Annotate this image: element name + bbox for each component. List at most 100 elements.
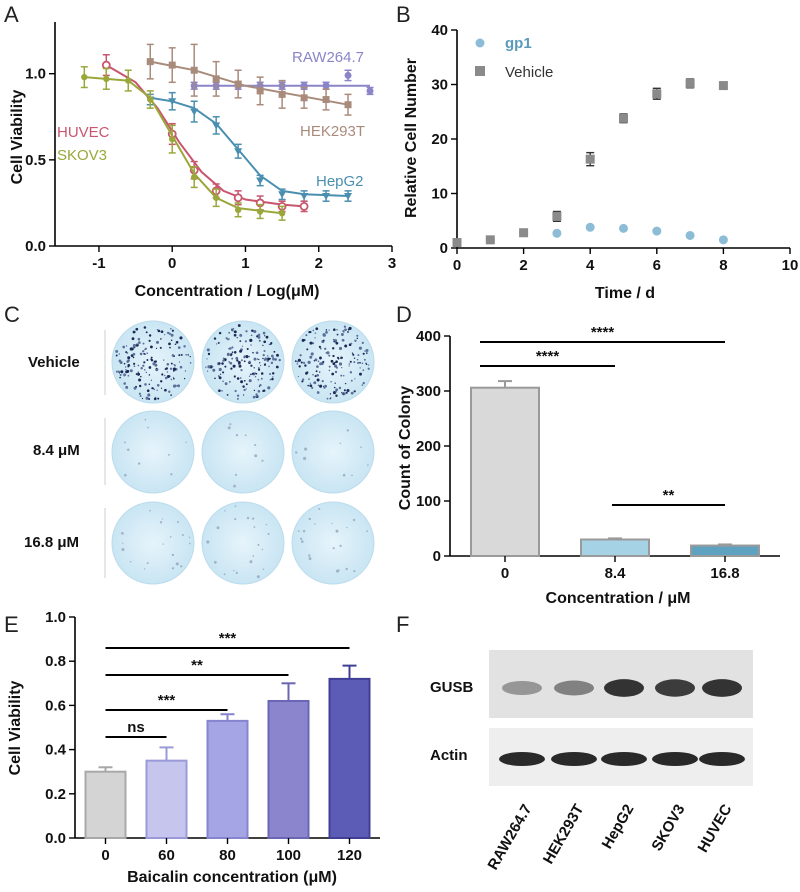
colony-dot xyxy=(135,327,139,331)
e-sig-label: ns xyxy=(127,719,145,736)
panel-c: C Vehicle 8.4 μM 16.8 μM xyxy=(4,302,375,585)
colony-dot xyxy=(150,379,153,382)
colony-dot xyxy=(124,473,127,477)
gusb-band xyxy=(702,679,742,697)
e-ytick-label: 1.0 xyxy=(45,609,66,626)
colony-dot xyxy=(218,331,222,335)
a-xtick-label: -1 xyxy=(92,255,105,272)
colony-dot xyxy=(315,370,318,373)
colony-dot xyxy=(278,358,281,362)
b-point-vehicle xyxy=(519,228,529,238)
colony-dot xyxy=(165,367,168,370)
b-ytick-label: 10 xyxy=(431,186,448,203)
colony-dot xyxy=(171,354,175,357)
colony-dot xyxy=(224,510,226,512)
colony-dot xyxy=(173,377,175,380)
colony-dot xyxy=(230,367,233,370)
colony-dot xyxy=(136,373,138,375)
a-point-raw264-7 xyxy=(366,87,374,95)
colony-dot xyxy=(308,554,311,557)
colony-dot xyxy=(338,386,342,390)
colony-dot xyxy=(218,389,221,393)
colony-dot xyxy=(228,380,231,383)
colony-dish xyxy=(201,501,285,585)
panel-a-plot: -1 0 1 2 3 0.0 0.5 1.0 xyxy=(25,22,396,272)
colony-dot xyxy=(164,388,167,392)
colony-dot xyxy=(263,363,267,366)
colony-dot xyxy=(125,369,127,371)
d-sig-label: **** xyxy=(536,348,560,365)
colony-dot xyxy=(206,370,209,372)
colony-dot xyxy=(240,369,243,372)
panel-a-xlabel: Concentration / Log(μM) xyxy=(135,283,320,300)
colony-dot xyxy=(242,394,245,396)
colony-dot xyxy=(150,356,153,359)
colony-dot xyxy=(143,326,147,329)
colony-dot xyxy=(302,529,306,533)
a-point-skov3 xyxy=(234,206,242,214)
a-point-hek293t xyxy=(278,90,286,98)
colony-dishes xyxy=(111,320,375,585)
colony-dot xyxy=(347,331,349,333)
colony-dot xyxy=(331,347,335,350)
colony-dot xyxy=(168,390,171,393)
colony-dot xyxy=(170,378,173,381)
a-point-huvec xyxy=(299,201,309,211)
a-point-skov3 xyxy=(212,194,220,201)
a-point-hepg2 xyxy=(190,108,199,116)
colony-dot xyxy=(348,343,352,347)
colony-dot xyxy=(342,374,345,377)
colony-dot xyxy=(353,570,356,573)
a-point-hek293t xyxy=(146,58,154,66)
colony-dot xyxy=(349,360,352,363)
colony-dot xyxy=(251,329,254,333)
colony-dot xyxy=(335,394,338,397)
colony-dot xyxy=(226,394,229,396)
colony-dot xyxy=(259,383,262,387)
a-point-hek293t xyxy=(234,80,242,88)
colony-dot xyxy=(334,382,336,384)
d-sig-label: **** xyxy=(591,324,615,341)
colony-dot xyxy=(170,394,172,396)
actin-band xyxy=(652,752,698,766)
colony-dot xyxy=(252,395,256,399)
colony-dot xyxy=(147,426,149,429)
colony-dish xyxy=(291,410,375,494)
colony-dot xyxy=(312,329,315,332)
colony-dot xyxy=(303,339,306,341)
a-point-hepg2 xyxy=(234,148,243,156)
panel-a-ylabel: Cell Viability xyxy=(9,89,26,184)
colony-dot xyxy=(174,364,176,367)
colony-dot xyxy=(170,333,174,337)
colony-dot xyxy=(184,370,187,372)
colony-dot xyxy=(235,433,239,437)
colony-dot xyxy=(154,360,157,363)
colony-dot xyxy=(346,526,348,529)
colony-dot xyxy=(315,327,319,331)
colony-dot xyxy=(149,509,151,512)
colony-dot xyxy=(170,473,173,476)
colony-dot xyxy=(322,385,325,387)
colony-dot xyxy=(123,382,127,385)
b-xtick-label: 10 xyxy=(782,257,799,274)
colony-dot xyxy=(156,383,160,387)
a-point-hepg2 xyxy=(344,193,353,201)
colony-dot xyxy=(265,335,269,339)
colony-dot xyxy=(354,339,357,342)
colony-dot xyxy=(269,357,271,360)
colony-dot xyxy=(234,518,237,521)
b-point-vehicle xyxy=(685,78,695,88)
legend-vehicle-marker xyxy=(475,66,485,76)
colony-dot xyxy=(296,363,299,365)
colony-dot xyxy=(230,354,232,357)
colony-dot xyxy=(189,355,191,358)
d-bar-0 xyxy=(470,386,540,558)
colony-dot xyxy=(350,391,354,395)
d-xtick-label: 8.4 xyxy=(605,565,627,582)
colony-dot xyxy=(224,365,227,368)
colony-dot xyxy=(254,454,258,458)
colony-dot xyxy=(170,339,173,341)
colony-dot xyxy=(248,379,252,383)
colony-dot xyxy=(227,426,231,430)
